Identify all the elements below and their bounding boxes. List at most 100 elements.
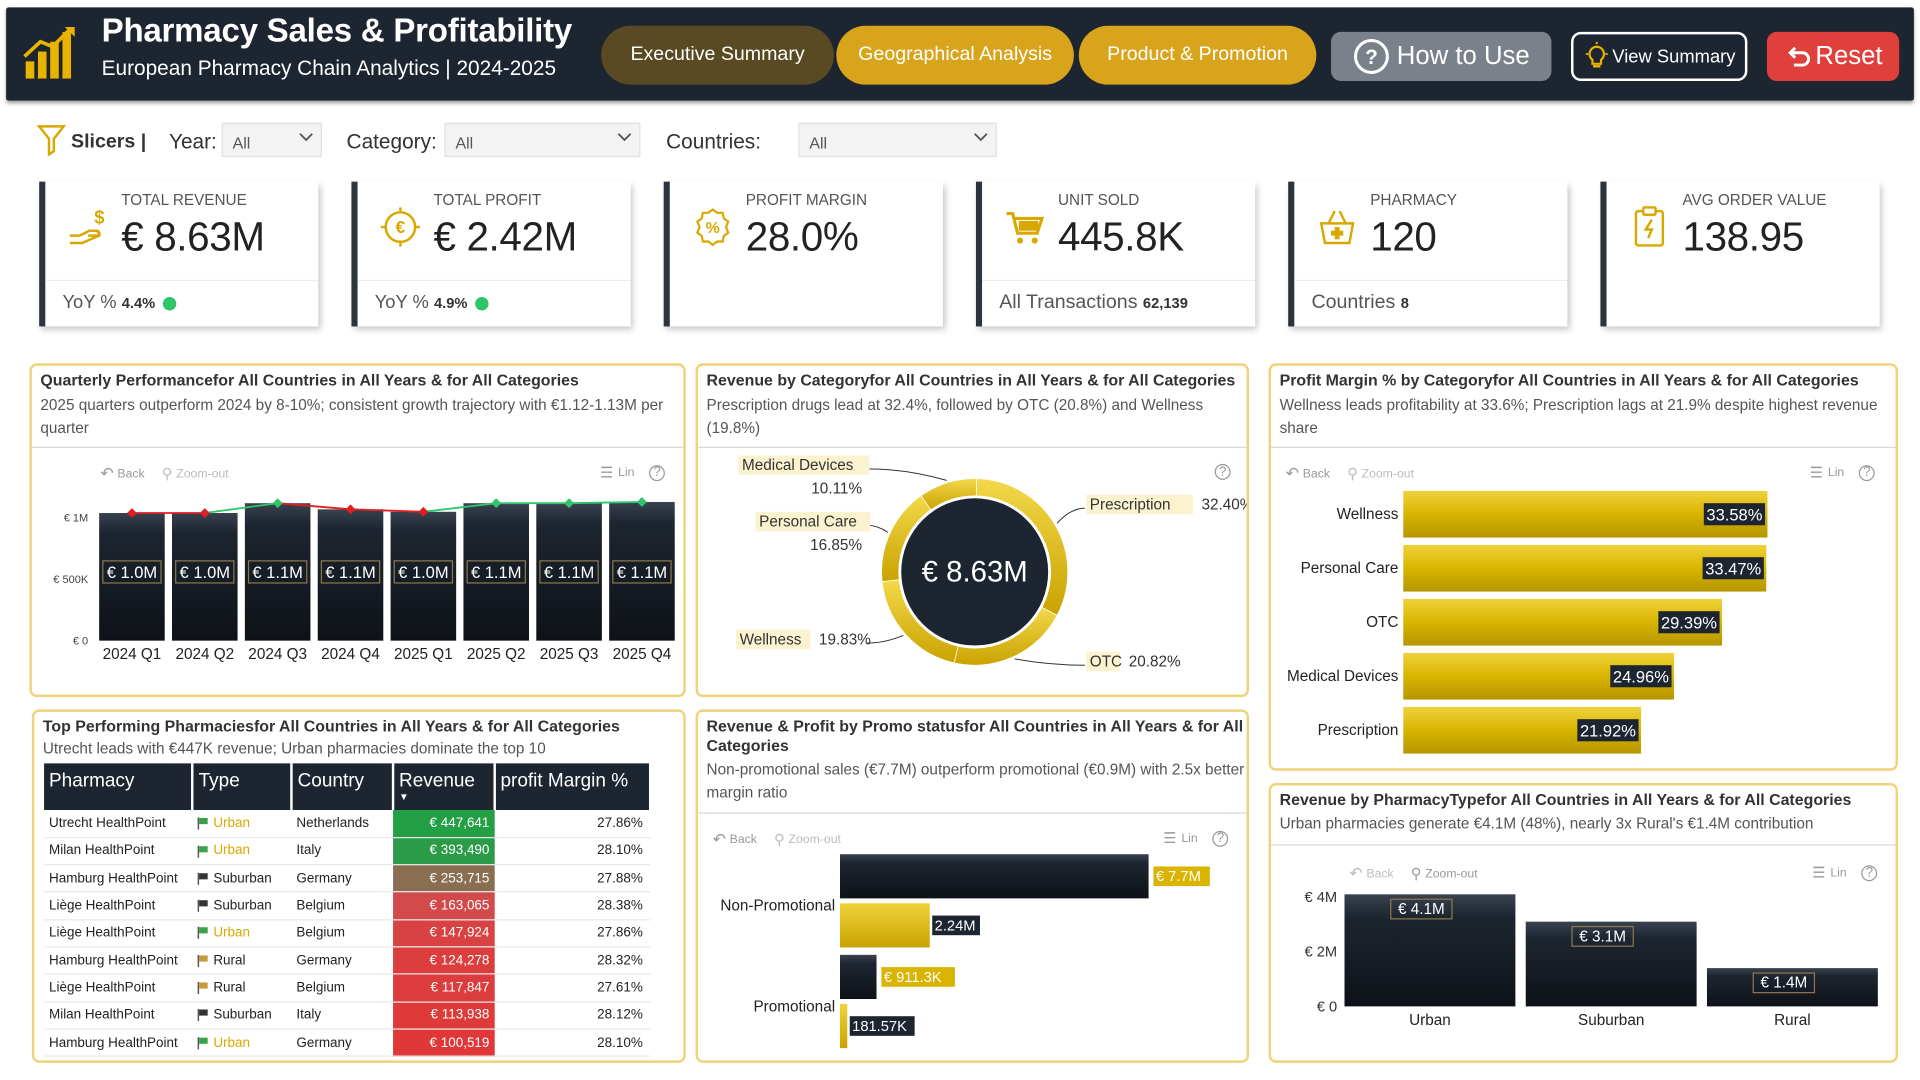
table-row[interactable]: Liège HealthPoint Urban Belgium € 147,924 27… — [44, 919, 651, 948]
linear-scale-button[interactable]: Lin — [1181, 831, 1198, 845]
panel-subtitle: Utrecht leads with €447K revenue; Urban … — [42, 740, 546, 758]
table-row[interactable]: Milan HealthPoint Suburban Italy € 113,938 2… — [44, 1001, 651, 1030]
category-axis-label: Prescription — [1318, 722, 1399, 739]
quarterly-bar-chart: € 0 € 500K € 1M € 1.0M 2024 Q1 € 1.0M 2024 Q2 €… — [53, 497, 675, 663]
margin-cell: 28.32% — [494, 946, 651, 975]
nav-geographical-analysis-button[interactable]: Geographical Analysis — [836, 25, 1074, 85]
kpi-label: UNIT SOLD — [1057, 191, 1140, 209]
help-circle-icon[interactable]: ? — [1858, 464, 1875, 481]
back-icon[interactable]: ↶ — [712, 829, 727, 849]
panel-divider — [697, 812, 1247, 814]
quarter-bar[interactable] — [244, 503, 311, 641]
table-row[interactable]: Utrecht HealthPoint Urban Netherlands € 447… — [44, 810, 651, 839]
category-axis-label: Wellness — [1337, 506, 1399, 523]
list-icon[interactable]: ☰ — [1809, 463, 1823, 482]
column-header[interactable]: Pharmacy — [44, 763, 194, 811]
zoom-out-icon[interactable]: ⚲ — [161, 465, 173, 483]
table-row[interactable]: Liège HealthPoint Suburban Belgium € 163,06… — [44, 892, 651, 921]
pharmacy-type-bar[interactable] — [1344, 894, 1516, 1007]
quarter-bar[interactable] — [317, 509, 384, 641]
profit-bar[interactable] — [840, 1003, 848, 1049]
linear-scale-button[interactable]: Lin — [1827, 465, 1845, 480]
back-button[interactable]: Back — [1302, 466, 1330, 481]
country-cell: Italy — [291, 837, 393, 866]
bar-chart-logo-icon — [23, 27, 75, 79]
trend-line-segment — [277, 502, 351, 511]
table-row[interactable]: Hamburg HealthPoint Urban Germany € 100,519… — [44, 1028, 651, 1057]
revenue-cell: € 253,715 — [392, 864, 495, 893]
trend-line-segment — [204, 502, 278, 514]
kpi-footer-label: Countries — [1311, 292, 1396, 313]
nav-executive-summary-button[interactable]: Executive Summary — [601, 25, 834, 85]
nav-product-promotion-button[interactable]: Product & Promotion — [1078, 25, 1317, 85]
back-icon[interactable]: ↶ — [100, 463, 114, 483]
zoom-out-button[interactable]: Zoom-out — [1361, 466, 1414, 481]
table-row[interactable]: Hamburg HealthPoint Suburban Germany € 253,… — [44, 864, 651, 893]
x-tick-label: 2024 Q3 — [248, 646, 307, 663]
svg-text:€: € — [396, 217, 406, 237]
trend-marker — [345, 504, 356, 515]
zoom-out-icon[interactable]: ⚲ — [774, 830, 785, 849]
pharmacy-type-bar[interactable] — [1525, 921, 1697, 1007]
type-cell: Suburban — [192, 1001, 292, 1030]
list-icon[interactable]: ☰ — [600, 463, 614, 482]
pharmacy-cell: Hamburg HealthPoint — [44, 864, 193, 893]
pharmacy-type-bar[interactable] — [1706, 968, 1878, 1007]
how-to-use-button[interactable]: ? How to Use — [1331, 31, 1552, 82]
back-button[interactable]: Back — [729, 832, 757, 847]
back-icon[interactable]: ↶ — [1349, 864, 1363, 883]
category-dropdown[interactable]: All — [444, 122, 641, 158]
quarter-bar[interactable] — [463, 503, 530, 641]
table-row[interactable]: Hamburg HealthPoint Rural Germany € 124,278… — [44, 946, 651, 975]
back-button[interactable]: Back — [1366, 867, 1394, 881]
table-row[interactable]: Liège HealthPoint Rural Belgium € 117,847 27… — [44, 974, 651, 1003]
x-tick-label: 2025 Q3 — [540, 646, 599, 663]
top-pharmacies-panel: Top Performing Pharmaciesfor All Countri… — [31, 709, 686, 1063]
view-summary-button[interactable]: View Summary — [1571, 31, 1748, 82]
column-header[interactable]: Type — [192, 763, 293, 811]
back-button[interactable]: Back — [117, 466, 145, 481]
column-header[interactable]: Revenue ▼ — [392, 763, 496, 811]
year-dropdown[interactable]: All — [221, 122, 323, 158]
sort-desc-icon[interactable]: ▼ — [399, 791, 409, 803]
quarter-bar[interactable] — [609, 501, 675, 641]
svg-text:?: ? — [1365, 46, 1378, 69]
help-circle-icon[interactable]: ? — [1212, 830, 1229, 847]
countries-dropdown[interactable]: All — [798, 122, 997, 158]
countries-label: Countries: — [666, 130, 762, 154]
profit-bar[interactable] — [840, 903, 930, 948]
zoom-out-button[interactable]: Zoom-out — [176, 466, 229, 481]
kpi-total-profit: € TOTAL PROFIT € 2.42M YoY % 4.9% — [351, 181, 631, 327]
back-icon[interactable]: ↶ — [1285, 463, 1300, 483]
revenue-bar[interactable] — [840, 854, 1149, 899]
quarter-bar[interactable] — [172, 513, 238, 641]
help-circle-icon[interactable]: ? — [1214, 463, 1231, 480]
linear-scale-button[interactable]: Lin — [1830, 865, 1847, 880]
zoom-out-button[interactable]: Zoom-out — [1425, 867, 1478, 881]
zoom-out-button[interactable]: Zoom-out — [788, 832, 841, 847]
help-circle-icon[interactable]: ? — [649, 464, 666, 481]
kpi-value: 28.0% — [745, 213, 859, 259]
revenue-cell: € 147,924 — [392, 919, 495, 948]
zoom-out-icon[interactable]: ⚲ — [1347, 465, 1358, 483]
table-row[interactable]: Milan HealthPoint Urban Italy € 393,490 28.1… — [44, 837, 651, 866]
reset-button[interactable]: Reset — [1766, 31, 1900, 82]
linear-scale-button[interactable]: Lin — [618, 465, 635, 480]
column-header[interactable]: profit Margin % — [494, 763, 652, 811]
revenue-cell: € 393,490 — [392, 837, 495, 866]
list-icon[interactable]: ☰ — [1812, 864, 1826, 882]
donut-slice[interactable] — [920, 478, 977, 511]
help-circle-icon[interactable]: ? — [1861, 864, 1878, 881]
quarter-bar[interactable] — [390, 511, 457, 641]
type-cell: Urban — [192, 1028, 292, 1057]
revenue-label-bg — [881, 967, 955, 987]
profit-margin-by-category-panel: Profit Margin % by Categoryfor All Count… — [1268, 363, 1898, 771]
column-header[interactable]: Country — [291, 763, 395, 811]
quarter-bar[interactable] — [99, 513, 165, 641]
quarter-bar[interactable] — [536, 503, 602, 641]
revenue-bar[interactable] — [840, 954, 877, 1000]
list-icon[interactable]: ☰ — [1163, 829, 1177, 847]
category-axis-label: OTC — [1366, 614, 1398, 631]
zoom-out-icon[interactable]: ⚲ — [1410, 865, 1422, 883]
country-cell: Italy — [291, 1001, 393, 1030]
